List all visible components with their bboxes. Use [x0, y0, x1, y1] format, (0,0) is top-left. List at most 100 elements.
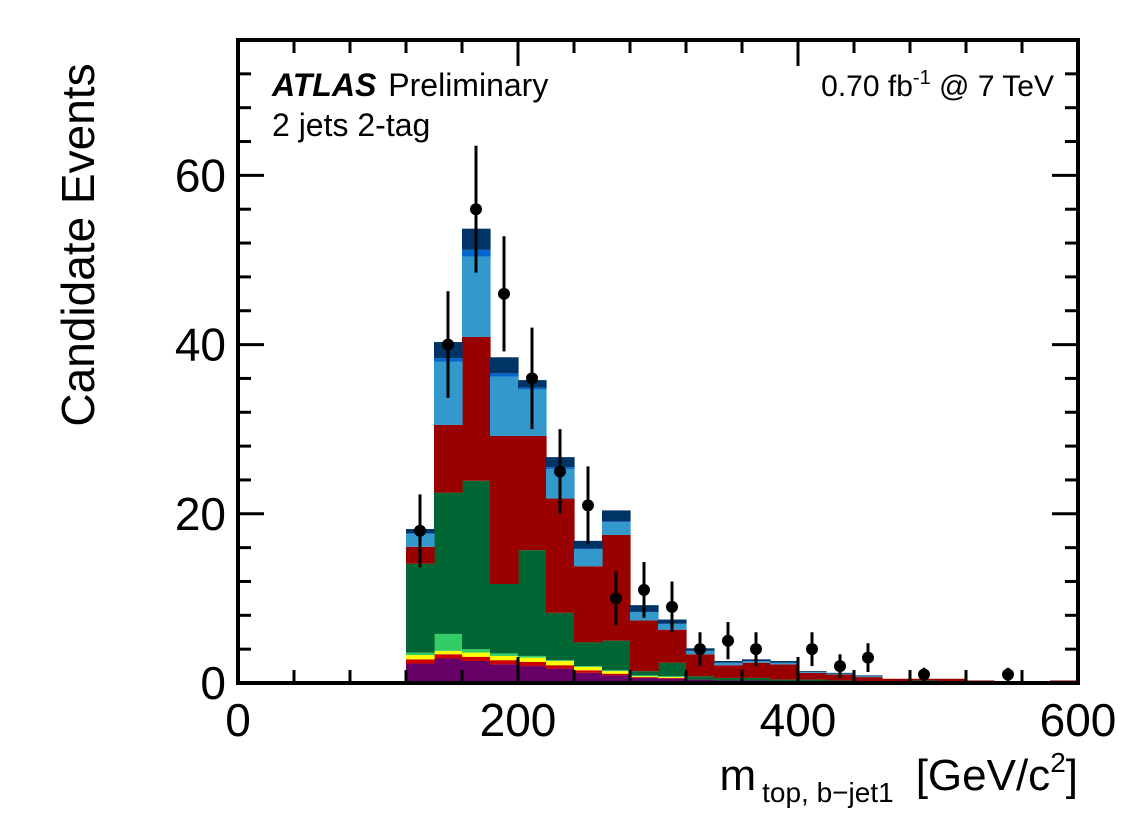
bar-segment-4-bin-19	[770, 679, 799, 682]
bar-segment-5-bin-17	[714, 665, 743, 678]
data-point-14	[834, 660, 846, 673]
bar-segment-0-bin-7	[434, 658, 463, 683]
data-point-2	[470, 203, 482, 216]
bar-segment-6-bin-20	[798, 672, 827, 673]
bar-segment-5-bin-25	[938, 678, 967, 682]
x-axis-subscript: top, b−jet1	[762, 777, 894, 808]
bar-segment-0-bin-6	[406, 663, 435, 683]
bar-segment-6-bin-13	[602, 522, 631, 535]
bar-segment-2-bin-8	[462, 652, 491, 657]
selection-label: 2 jets 2-tag	[272, 107, 430, 143]
bar-segment-0-bin-10	[518, 666, 547, 683]
x-tick-label: 200	[480, 694, 557, 746]
bar-segment-0-bin-9	[490, 664, 519, 683]
bar-segment-2-bin-9	[490, 655, 519, 661]
bar-segment-5-bin-14	[630, 620, 659, 672]
bar-segment-5-bin-22	[854, 677, 883, 682]
plot-frame	[236, 38, 1080, 685]
bar-segment-1-bin-8	[462, 656, 491, 662]
data-point-8	[638, 583, 650, 596]
bar-segment-4-bin-20	[798, 679, 827, 682]
bar-segment-4-bin-10	[518, 550, 547, 656]
bar-segment-4-bin-9	[490, 584, 519, 654]
bar-segment-4-bin-18	[742, 677, 771, 681]
bar-segment-8-bin-20	[798, 671, 827, 673]
bar-segment-1-bin-15	[658, 677, 687, 679]
bar-segment-5-bin-10	[518, 435, 547, 551]
bar-segment-8-bin-13	[602, 510, 631, 522]
bar-segment-1-bin-10	[518, 661, 547, 667]
bar-segment-0-bin-12	[574, 672, 603, 683]
data-point-6	[582, 499, 594, 512]
bar-segment-5-bin-20	[798, 672, 827, 680]
bar-segment-2-bin-6	[406, 655, 435, 660]
bar-segment-1-bin-11	[546, 665, 575, 669]
bar-segment-6-bin-9	[490, 376, 519, 436]
data-point-10	[694, 643, 706, 656]
data-point-12	[750, 643, 762, 656]
data-point-15	[862, 651, 874, 664]
bar-segment-3-bin-8	[462, 649, 491, 653]
bar-segment-3-bin-12	[574, 666, 603, 667]
bar-segment-6-bin-17	[714, 662, 743, 666]
bar-segment-4-bin-17	[714, 677, 743, 681]
bar-segment-8-bin-19	[770, 661, 799, 663]
data-point-4	[526, 372, 538, 385]
bar-segment-4-bin-11	[546, 612, 575, 661]
bar-segment-7-bin-12	[574, 548, 603, 550]
bar-segment-5-bin-23	[882, 678, 911, 682]
atlas-label: ATLAS	[271, 67, 377, 103]
bar-segment-0-bin-8	[462, 661, 491, 683]
y-axis-title: Candidate Events	[52, 63, 104, 426]
data-point-17	[1002, 668, 1014, 681]
y-tick-label: 0	[200, 657, 226, 709]
bar-segment-4-bin-7	[434, 492, 463, 634]
data-point-11	[722, 634, 734, 647]
bar-segment-3-bin-6	[406, 652, 435, 656]
bar-segment-3-bin-9	[490, 653, 519, 656]
x-axis-title: m top, b−jet1 [GeV/c2]	[719, 747, 1078, 808]
bar-segment-5-bin-15	[658, 629, 687, 663]
data-point-9	[666, 600, 678, 613]
bar-segment-4-bin-12	[574, 642, 603, 667]
bar-segment-4-bin-13	[602, 640, 631, 671]
data-point-5	[554, 465, 566, 478]
bar-segment-4-bin-16	[686, 676, 715, 680]
stacked-bars	[238, 228, 1079, 683]
bar-segment-0-bin-14	[630, 677, 659, 683]
x-tick-label: 0	[225, 694, 251, 746]
bar-segment-3-bin-13	[602, 670, 631, 672]
data-point-0	[414, 524, 426, 537]
bar-segment-8-bin-12	[574, 540, 603, 549]
bar-segment-3-bin-7	[434, 633, 463, 651]
x-axis-unit-sup: 2	[1050, 747, 1066, 778]
bar-segment-6-bin-22	[854, 676, 883, 678]
bar-segment-5-bin-11	[546, 498, 575, 613]
bar-segment-8-bin-22	[854, 675, 883, 677]
experiment-label: ATLAS Preliminary	[271, 67, 548, 103]
bar-segment-2-bin-13	[602, 671, 631, 674]
bar-segment-0-bin-15	[658, 678, 687, 683]
bar-segment-4-bin-6	[406, 563, 435, 653]
x-tick-label: 600	[1040, 694, 1117, 746]
bar-segment-2-bin-7	[434, 650, 463, 655]
bar-segment-6-bin-19	[770, 662, 799, 665]
bar-segment-3-bin-15	[658, 676, 687, 678]
bar-segment-8-bin-17	[714, 661, 743, 663]
bar-segment-1-bin-9	[490, 660, 519, 665]
data-point-16	[918, 668, 930, 681]
bar-segment-4-bin-8	[462, 480, 491, 650]
bar-segment-8-bin-9	[490, 357, 519, 374]
bar-segment-2-bin-11	[546, 661, 575, 666]
bar-segment-2-bin-15	[658, 677, 687, 678]
bar-segment-1-bin-14	[630, 677, 659, 678]
bar-segment-5-bin-12	[574, 566, 603, 643]
preliminary-label: Preliminary	[388, 67, 548, 103]
data-point-3	[498, 287, 510, 300]
bar-segment-7-bin-9	[490, 373, 519, 377]
x-tick-label: 400	[760, 694, 837, 746]
x-axis-main: m	[719, 751, 756, 800]
bar-segment-7-bin-13	[602, 521, 631, 523]
y-tick-label: 60	[175, 149, 226, 201]
